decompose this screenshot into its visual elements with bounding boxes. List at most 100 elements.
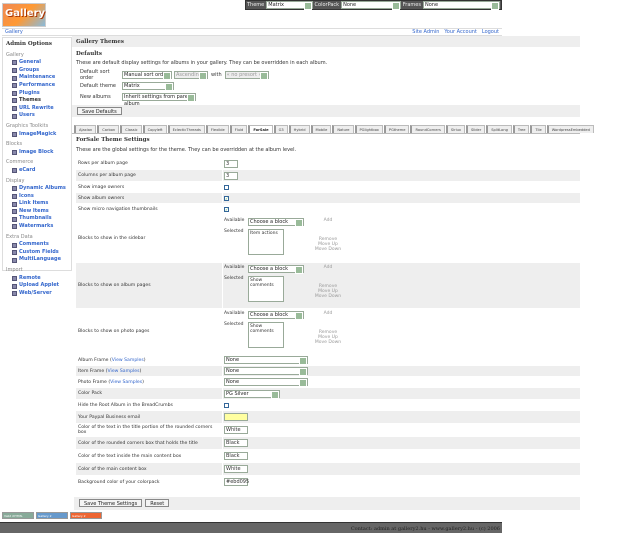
tab-pgtheme[interactable]: PGtheme — [383, 125, 410, 133]
selected-blocks-list[interactable]: Show comments — [248, 276, 284, 302]
tab-tile[interactable]: Tile — [530, 125, 546, 133]
tab-fluid[interactable]: Fluid — [229, 125, 248, 133]
tab-hybrid[interactable]: Hybrid — [288, 125, 310, 133]
bg-color-input[interactable]: #ebd095 — [224, 478, 250, 486]
sidebar-item-custom-fields[interactable]: Custom Fields — [6, 249, 68, 257]
tab-nature[interactable]: Nature — [332, 125, 354, 133]
xhtml-badge[interactable]: Valid XHTML — [2, 512, 34, 519]
frames-select[interactable]: None — [422, 1, 500, 10]
sort-order-select[interactable]: Manual sort order — [122, 70, 172, 80]
choose-block-select[interactable]: Choose a block — [248, 265, 304, 274]
sidebar-item-thumbnails[interactable]: Thumbnails — [6, 215, 68, 223]
photo-frame-samples-link[interactable]: View Samples — [110, 379, 143, 385]
album-owners-checkbox[interactable]: ✓ — [224, 195, 229, 201]
hide-root-checkbox[interactable] — [224, 402, 229, 408]
move-down-button[interactable]: Move Down — [314, 340, 342, 345]
selected-blocks-list[interactable]: Show comments — [248, 322, 284, 348]
columns-input[interactable]: 3 — [224, 171, 238, 180]
album-frame-samples-link[interactable]: View Samples — [111, 357, 144, 363]
theme-select[interactable]: Matrix — [266, 1, 313, 10]
tab-flexible[interactable]: Flexible — [205, 125, 229, 133]
choose-block-select[interactable]: Choose a block — [248, 218, 304, 227]
remove-button[interactable]: Remove — [318, 237, 338, 242]
item-frame-select[interactable]: None — [224, 367, 308, 376]
your-account-link[interactable]: Your Account — [444, 29, 477, 35]
move-up-button[interactable]: Move Up — [318, 289, 338, 294]
sidebar-item-ecard[interactable]: eCard — [6, 167, 68, 175]
sidebar-item-groups[interactable]: Groups — [6, 67, 68, 75]
remove-button[interactable]: Remove — [318, 284, 338, 289]
sidebar-item-dynamic-albums[interactable]: Dynamic Albums — [6, 185, 68, 193]
tab-wordpressembedded[interactable]: WordpressEmbedded — [546, 125, 594, 133]
save-theme-settings-button[interactable]: Save Theme Settings — [79, 499, 143, 507]
sidebar-item-imagemagick[interactable]: ImageMagick — [6, 131, 68, 139]
tab-siriux[interactable]: Siriux — [445, 125, 465, 133]
add-button[interactable]: Add — [323, 265, 333, 270]
gallery-badge[interactable]: Gallery 2 — [36, 512, 68, 519]
remove-button[interactable]: Remove — [318, 330, 338, 335]
sidebar-item-url-rewrite[interactable]: URL Rewrite — [6, 105, 68, 113]
choose-block-select[interactable]: Choose a block — [248, 311, 304, 320]
sidebar-item-web-server[interactable]: Web/Server — [6, 290, 68, 298]
tab-forsale[interactable]: ForSale — [248, 125, 273, 133]
title-text-color-input[interactable]: White — [224, 426, 248, 434]
tab-roundcorners[interactable]: RoundCorners — [410, 125, 445, 133]
tab-mobile[interactable]: Mobile — [310, 125, 332, 133]
selected-block-item[interactable]: Show comments — [250, 324, 274, 334]
sidebar-item-comments[interactable]: Comments — [6, 241, 68, 249]
sidebar-item-remote[interactable]: Remote — [6, 275, 68, 283]
gallery-logo[interactable]: Gallery — [2, 3, 46, 27]
add-button[interactable]: Add — [323, 311, 333, 316]
tab-splitlong[interactable]: SplitLong — [486, 125, 512, 133]
tab-classic[interactable]: Classic — [120, 125, 142, 133]
logout-link[interactable]: Logout — [481, 29, 499, 35]
colorpack-select[interactable]: None — [341, 1, 401, 10]
sidebar-item-themes[interactable]: Themes — [6, 97, 68, 105]
sidebar-item-image-block[interactable]: Image Block — [6, 149, 68, 157]
tab-slider[interactable]: Slider — [466, 125, 486, 133]
item-frame-samples-link[interactable]: View Samples — [107, 368, 140, 374]
sidebar-item-multilanguage[interactable]: MultiLanguage — [6, 256, 68, 264]
breadcrumb-gallery[interactable]: Gallery — [5, 29, 23, 35]
sidebar-item-performance[interactable]: Performance — [6, 82, 68, 90]
add-button[interactable]: Add — [323, 218, 333, 223]
sidebar-item-users[interactable]: Users — [6, 112, 68, 120]
sidebar-item-new-items[interactable]: New Items — [6, 208, 68, 216]
sidebar-item-link-items[interactable]: Link Items — [6, 200, 68, 208]
tab-ajaxian[interactable]: Ajaxian — [74, 125, 97, 133]
sidebar-item-watermarks[interactable]: Watermarks — [6, 223, 68, 231]
tab-copyleft[interactable]: Copyleft — [142, 125, 167, 133]
color-pack-select[interactable]: PG Silver — [224, 389, 280, 399]
site-admin-link[interactable]: Site Admin — [412, 29, 440, 35]
selected-block-item[interactable]: Item actions — [250, 231, 278, 236]
tab-pglightbox[interactable]: PGlightbox — [354, 125, 383, 133]
rounded-box-color-input[interactable]: Black — [224, 439, 248, 447]
rows-input[interactable]: 3 — [224, 159, 238, 168]
photo-frame-select[interactable]: None — [224, 378, 308, 387]
album-frame-select[interactable]: None — [224, 356, 308, 365]
paypal-input[interactable] — [224, 413, 248, 421]
tab-eclecticthreads[interactable]: EclecticThreads — [167, 125, 205, 133]
save-defaults-button[interactable]: Save Defaults — [77, 107, 122, 115]
move-down-button[interactable]: Move Down — [314, 247, 342, 252]
sidebar-item-maintenance[interactable]: Maintenance — [6, 74, 68, 82]
selected-block-item[interactable]: Show comments — [250, 278, 274, 288]
gallery-badge-2[interactable]: Gallery 2 — [70, 512, 102, 519]
micro-thumbs-checkbox[interactable]: ✓ — [224, 206, 229, 212]
default-theme-select[interactable]: Matrix — [122, 81, 174, 91]
sidebar-item-plugins[interactable]: Plugins — [6, 90, 68, 98]
main-box-color-input[interactable]: White — [224, 465, 248, 473]
move-up-button[interactable]: Move Up — [318, 242, 338, 247]
move-down-button[interactable]: Move Down — [314, 294, 342, 299]
tab-carbon[interactable]: Carbon — [97, 125, 120, 133]
main-text-color-input[interactable]: Black — [224, 452, 248, 460]
new-albums-select[interactable]: Inherit settings from parent album — [122, 92, 196, 107]
sidebar-item-general[interactable]: General — [6, 59, 68, 67]
tab-g3[interactable]: G3 — [273, 125, 288, 133]
sidebar-item-icons[interactable]: Icons — [6, 193, 68, 201]
move-up-button[interactable]: Move Up — [318, 335, 338, 340]
reset-button[interactable]: Reset — [145, 499, 170, 507]
tab-tree[interactable]: Tree — [512, 125, 530, 133]
sidebar-item-upload-applet[interactable]: Upload Applet — [6, 282, 68, 290]
selected-blocks-list[interactable]: Item actions — [248, 229, 284, 255]
